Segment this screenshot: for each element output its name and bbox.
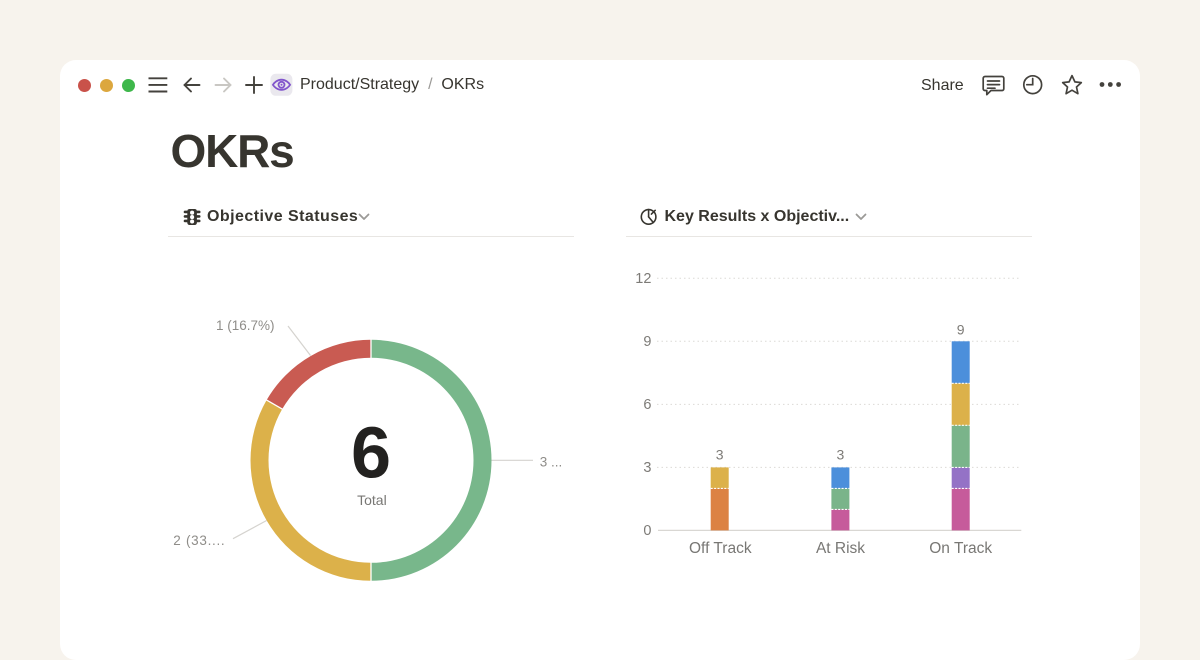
svg-text:Off Track: Off Track [689, 540, 752, 557]
svg-text:At Risk: At Risk [816, 540, 865, 557]
svg-text:3: 3 [837, 446, 845, 462]
svg-text:On Track: On Track [929, 540, 992, 557]
svg-text:2 (33....: 2 (33.... [173, 533, 225, 548]
svg-text:0: 0 [643, 523, 651, 539]
svg-text:6: 6 [643, 397, 651, 413]
svg-text:6: 6 [351, 414, 391, 494]
svg-text:9: 9 [957, 322, 965, 338]
svg-text:1 (16.7%): 1 (16.7%) [216, 318, 275, 333]
svg-text:12: 12 [635, 271, 651, 287]
svg-text:3: 3 [716, 446, 724, 462]
svg-text:3 ...: 3 ... [540, 455, 563, 470]
svg-text:9: 9 [643, 334, 651, 350]
svg-text:3: 3 [643, 460, 651, 476]
svg-text:Total: Total [357, 492, 387, 508]
